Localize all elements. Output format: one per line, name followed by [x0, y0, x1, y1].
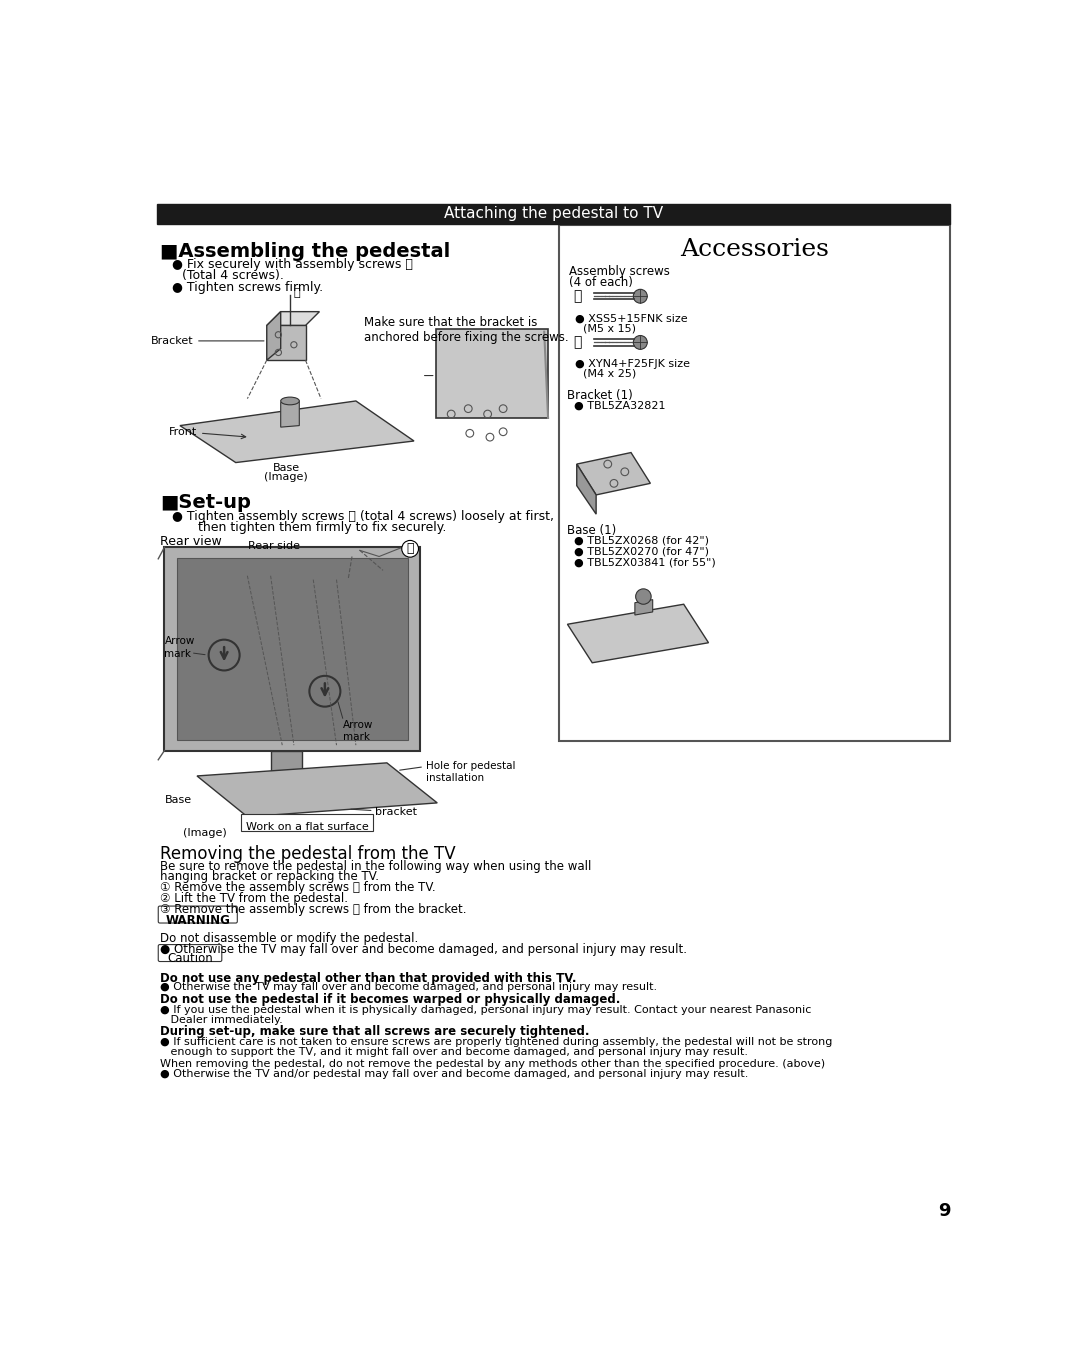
Text: ● TBL5ZX0268 (for 42"): ● TBL5ZX0268 (for 42"): [573, 535, 708, 546]
Text: Be sure to remove the pedestal in the following way when using the wall: Be sure to remove the pedestal in the fo…: [160, 860, 591, 872]
Text: then tighten them firmly to fix securely.: then tighten them firmly to fix securely…: [181, 521, 446, 534]
Text: Arrow
mark: Arrow mark: [164, 636, 194, 658]
Text: Do not use the pedestal if it becomes warped or physically damaged.: Do not use the pedestal if it becomes wa…: [160, 994, 620, 1006]
Text: Arrow
mark: Arrow mark: [342, 719, 373, 743]
Text: (4 of each): (4 of each): [569, 276, 633, 289]
Circle shape: [633, 289, 647, 303]
Circle shape: [636, 588, 651, 605]
Text: ● Otherwise the TV may fall over and become damaged, and personal injury may res: ● Otherwise the TV may fall over and bec…: [160, 983, 657, 992]
Text: Work on a flat surface: Work on a flat surface: [245, 822, 368, 833]
Text: Removing the pedestal from the TV: Removing the pedestal from the TV: [160, 845, 456, 863]
Text: ● If you use the pedestal when it is physically damaged, personal injury may res: ● If you use the pedestal when it is phy…: [160, 1005, 811, 1014]
FancyBboxPatch shape: [559, 225, 949, 741]
Polygon shape: [577, 453, 650, 495]
Text: During set-up, make sure that all screws are securely tightened.: During set-up, make sure that all screws…: [160, 1025, 590, 1039]
Text: When removing the pedestal, do not remove the pedestal by any methods other than: When removing the pedestal, do not remov…: [160, 1058, 825, 1069]
Text: Rear view: Rear view: [160, 535, 221, 547]
Text: Hole for pedestal
installation: Hole for pedestal installation: [426, 760, 515, 784]
Text: ● XSS5+15FNK size: ● XSS5+15FNK size: [576, 314, 688, 324]
Text: ● TBL5ZX0270 (for 47"): ● TBL5ZX0270 (for 47"): [573, 546, 708, 557]
Text: ② Lift the TV from the pedestal.: ② Lift the TV from the pedestal.: [160, 893, 348, 905]
Text: hanging bracket or repacking the TV.: hanging bracket or repacking the TV.: [160, 870, 379, 883]
Text: (Image): (Image): [183, 827, 227, 838]
Text: Accessories: Accessories: [680, 238, 829, 261]
Text: (M5 x 15): (M5 x 15): [583, 324, 636, 334]
Text: Rear side: Rear side: [248, 541, 300, 551]
Text: Assembly screws: Assembly screws: [569, 265, 670, 278]
Text: ● Tighten screws firmly.: ● Tighten screws firmly.: [172, 281, 323, 293]
FancyBboxPatch shape: [241, 815, 373, 831]
Polygon shape: [177, 558, 408, 740]
Text: ① Remove the assembly screws Ⓑ from the TV.: ① Remove the assembly screws Ⓑ from the …: [160, 882, 435, 894]
Text: ● XYN4+F25FJK size: ● XYN4+F25FJK size: [576, 359, 690, 369]
Text: (Image): (Image): [265, 472, 308, 482]
Text: bracket: bracket: [375, 807, 417, 816]
Polygon shape: [577, 464, 596, 515]
Text: ● TBL5ZX03841 (for 55"): ● TBL5ZX03841 (for 55"): [573, 557, 715, 568]
Text: Make sure that the bracket is
anchored before fixing the screws.: Make sure that the bracket is anchored b…: [364, 317, 568, 344]
Ellipse shape: [281, 397, 299, 405]
Text: Attaching the pedestal to TV: Attaching the pedestal to TV: [444, 206, 663, 221]
FancyBboxPatch shape: [159, 906, 238, 923]
Text: ● Otherwise the TV and/or pedestal may fall over and become damaged, and persona: ● Otherwise the TV and/or pedestal may f…: [160, 1069, 748, 1080]
Text: WARNING: WARNING: [165, 913, 230, 927]
Text: (Total 4 screws).: (Total 4 screws).: [181, 269, 283, 283]
Polygon shape: [267, 311, 281, 360]
Text: Do not disassemble or modify the pedestal.: Do not disassemble or modify the pedesta…: [160, 932, 418, 945]
Text: ● Otherwise the TV may fall over and become damaged, and personal injury may res: ● Otherwise the TV may fall over and bec…: [160, 943, 687, 955]
Polygon shape: [267, 325, 306, 360]
Bar: [435, 329, 548, 418]
Polygon shape: [567, 605, 708, 663]
Text: ● If sufficient care is not taken to ensure screws are properly tightened during: ● If sufficient care is not taken to ens…: [160, 1037, 833, 1047]
Text: Bracket: Bracket: [150, 336, 264, 345]
Text: ③ Remove the assembly screws ⒠ from the bracket.: ③ Remove the assembly screws ⒠ from the …: [160, 904, 467, 916]
Bar: [157, 203, 950, 224]
Text: enough to support the TV, and it might fall over and become damaged, and persona: enough to support the TV, and it might f…: [160, 1047, 747, 1057]
Text: ● Fix securely with assembly screws ⒠: ● Fix securely with assembly screws ⒠: [172, 258, 413, 270]
Text: (M4 x 25): (M4 x 25): [583, 369, 636, 378]
Text: ■Set-up: ■Set-up: [160, 493, 251, 512]
Polygon shape: [271, 751, 301, 775]
Polygon shape: [635, 599, 652, 616]
Polygon shape: [267, 311, 320, 325]
Polygon shape: [197, 763, 437, 816]
Text: Ⓑ: Ⓑ: [406, 542, 414, 556]
Text: 9: 9: [937, 1201, 950, 1220]
Text: Base (1): Base (1): [567, 524, 617, 538]
Text: Front: Front: [168, 427, 245, 438]
Polygon shape: [164, 547, 420, 751]
Text: ■Assembling the pedestal: ■Assembling the pedestal: [160, 243, 450, 261]
FancyBboxPatch shape: [159, 945, 221, 961]
Circle shape: [633, 336, 647, 349]
Text: Ⓑ: Ⓑ: [572, 336, 581, 349]
Text: Caution: Caution: [167, 951, 213, 965]
Text: ● Tighten assembly screws Ⓑ (total 4 screws) loosely at first,: ● Tighten assembly screws Ⓑ (total 4 scr…: [172, 511, 554, 523]
Text: Do not use any pedestal other than that provided with this TV.: Do not use any pedestal other than that …: [160, 972, 577, 984]
Text: Base: Base: [272, 463, 299, 472]
Text: ⒠: ⒠: [572, 289, 581, 303]
Text: Bracket (1): Bracket (1): [567, 389, 633, 403]
Text: ⒠: ⒠: [293, 288, 300, 298]
Text: Base: Base: [164, 796, 191, 805]
Text: Dealer immediately.: Dealer immediately.: [160, 1014, 283, 1025]
Polygon shape: [180, 401, 414, 463]
Polygon shape: [281, 401, 299, 427]
Text: ● TBL5ZA32821: ● TBL5ZA32821: [573, 401, 665, 411]
